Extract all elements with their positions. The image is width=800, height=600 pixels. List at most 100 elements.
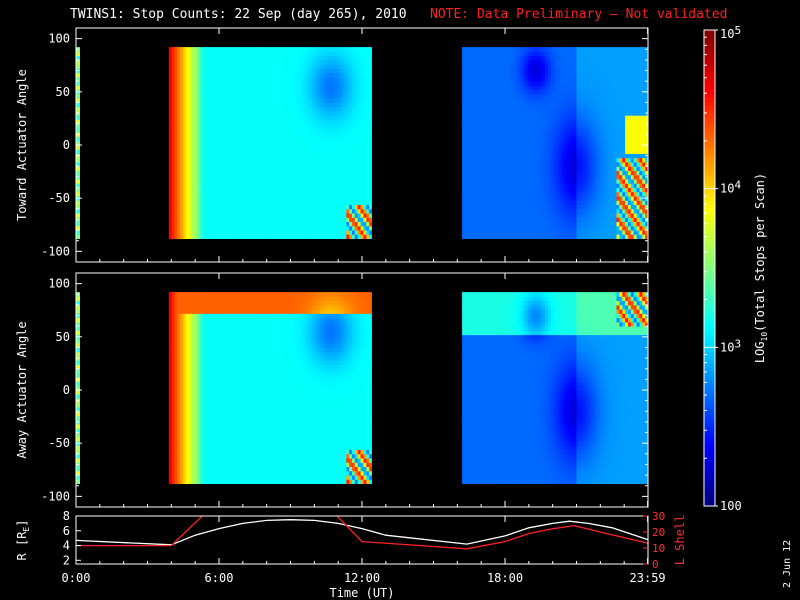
heatmap-cell	[542, 230, 546, 235]
heatmap-cell	[366, 234, 370, 239]
heatmap-cell	[485, 204, 489, 210]
heatmap-cell	[349, 174, 353, 180]
heatmap-cell	[266, 217, 270, 222]
heatmap-cell	[220, 174, 224, 180]
heatmap-cell	[553, 132, 557, 137]
heatmap-cell	[229, 51, 233, 57]
heatmap-cell	[343, 55, 347, 61]
heatmap-cell	[243, 196, 247, 201]
heatmap-cell	[314, 153, 319, 159]
heatmap-cell	[476, 187, 480, 193]
heatmap-cell	[246, 98, 250, 103]
heatmap-cell	[220, 183, 224, 188]
heatmap-cell	[470, 93, 474, 99]
heatmap-cell	[294, 200, 299, 205]
heatmap-cell	[490, 187, 494, 193]
heatmap-cell	[479, 170, 483, 176]
heatmap-cell	[473, 166, 477, 171]
heatmap-cell	[306, 213, 310, 218]
heatmap-cell	[209, 170, 213, 176]
heatmap-cell	[357, 59, 361, 65]
heatmap-cell	[513, 106, 517, 112]
heatmap-cell	[337, 170, 341, 176]
heatmap-cell	[547, 128, 552, 133]
heatmap-cell	[174, 200, 178, 205]
heatmap-cell	[171, 208, 176, 214]
heatmap-cell	[286, 115, 290, 120]
heatmap-cell	[337, 64, 341, 69]
heatmap-cell	[300, 204, 304, 210]
heatmap-cell	[539, 204, 543, 210]
heatmap-cell	[360, 234, 364, 239]
heatmap-cell	[226, 174, 230, 180]
heatmap-cell	[562, 106, 566, 112]
heatmap-cell	[343, 115, 347, 120]
heatmap-cell	[334, 183, 339, 188]
heatmap-cell	[211, 76, 216, 82]
heatmap-cell	[346, 98, 350, 103]
heatmap-cell	[369, 204, 372, 210]
heatmap-cell	[323, 81, 327, 86]
heatmap-cell	[283, 102, 287, 108]
heatmap-cell	[186, 204, 190, 210]
heatmap-cell	[217, 85, 221, 91]
heatmap-cell	[311, 89, 316, 95]
heatmap-cell	[490, 93, 494, 99]
heatmap-cell	[556, 89, 560, 95]
heatmap-cell	[283, 123, 287, 129]
heatmap-cell	[562, 93, 566, 99]
heatmap-cell	[211, 149, 216, 154]
heatmap-cell	[317, 115, 321, 120]
heatmap-cell	[550, 162, 555, 167]
heatmap-cell	[513, 136, 517, 142]
heatmap-cell	[559, 106, 563, 112]
heatmap-cell	[573, 98, 577, 103]
heatmap-cell	[550, 204, 555, 210]
heatmap-cell	[467, 47, 472, 52]
heatmap-cell	[251, 217, 256, 222]
heatmap-cell	[317, 217, 321, 222]
heatmap-cell	[323, 157, 327, 163]
heatmap-cell	[274, 98, 279, 103]
heatmap-cell	[260, 98, 264, 103]
heatmap-cell	[490, 174, 494, 180]
heatmap-cell	[340, 217, 344, 222]
heatmap-cell	[217, 93, 221, 99]
heatmap-cell	[283, 59, 287, 65]
heatmap-cell	[317, 136, 321, 142]
heatmap-cell	[314, 119, 319, 125]
heatmap-cell	[507, 166, 512, 171]
heatmap-cell	[369, 217, 372, 222]
heatmap-cell	[211, 128, 216, 133]
heatmap-cell	[320, 221, 324, 227]
heatmap-cell	[553, 72, 557, 78]
heatmap-cell	[286, 191, 290, 197]
heatmap-cell	[567, 102, 572, 108]
heatmap-cell	[300, 136, 304, 142]
heatmap-cell	[254, 174, 259, 180]
heatmap-cell	[320, 174, 324, 180]
heatmap-cell	[220, 225, 224, 231]
heatmap-cell	[343, 68, 347, 74]
heatmap-cell	[317, 64, 321, 69]
heatmap-cell	[496, 47, 500, 52]
heatmap-cell	[332, 179, 336, 184]
heatmap-cell	[545, 213, 549, 218]
heatmap-cell	[280, 47, 284, 52]
heatmap-cell	[180, 64, 184, 69]
heatmap-cell	[542, 174, 546, 180]
heatmap-cell	[530, 174, 534, 180]
heatmap-cell	[354, 157, 359, 163]
heatmap-cell	[311, 196, 316, 201]
heatmap-cell	[496, 64, 500, 69]
heatmap-cell	[249, 145, 253, 150]
heatmap-cell	[499, 55, 503, 61]
heatmap-cell	[349, 98, 353, 103]
heatmap-cell	[567, 200, 572, 205]
heatmap-cell	[194, 225, 198, 231]
heatmap-cell	[274, 225, 279, 231]
heatmap-cell	[177, 204, 181, 210]
heatmap-cell	[332, 76, 336, 82]
heatmap-cell	[550, 187, 555, 193]
heatmap-cell	[505, 208, 509, 214]
